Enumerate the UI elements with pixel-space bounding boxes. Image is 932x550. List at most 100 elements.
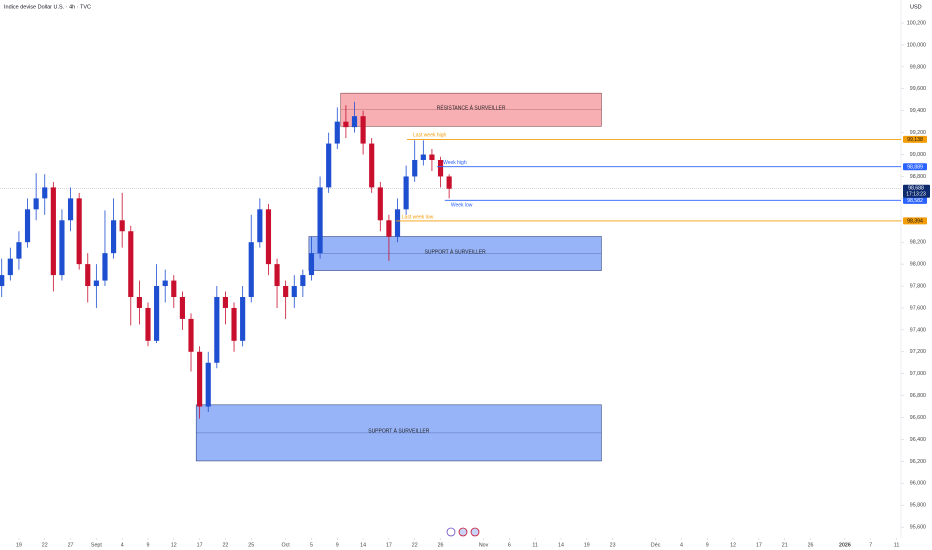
x-tick-label: 22 (222, 542, 228, 548)
y-tick-label: 97,200 (910, 349, 926, 355)
event-icon[interactable] (446, 527, 456, 537)
y-tick-label: 98,800 (910, 174, 926, 180)
y-tick-label: 97,800 (910, 283, 926, 289)
candle-body (110, 220, 117, 254)
level-tag-label: 98,582 (907, 198, 923, 204)
candle-body (188, 318, 194, 352)
candle-body (300, 275, 306, 287)
x-tick-label: 6 (508, 542, 511, 548)
y-tick-label: 99,200 (910, 130, 926, 136)
x-tick-label: 21 (782, 542, 788, 548)
candle-body (283, 286, 289, 297)
candle-body (265, 209, 272, 265)
zone-label: SUPPORT À SURVEILLER (425, 248, 487, 255)
x-tick-label: 22 (412, 542, 418, 548)
level-tag-label: 98,889 (907, 164, 923, 170)
candle-body (326, 143, 332, 188)
candle-body (171, 280, 177, 297)
y-tick-label: 100,200 (907, 20, 926, 26)
x-tick-label: 12 (171, 542, 177, 548)
x-tick-label: 9 (147, 542, 150, 548)
event-icon[interactable] (458, 527, 468, 537)
candle-body (59, 220, 65, 276)
candle-body (16, 242, 22, 259)
event-icons (446, 527, 480, 537)
y-tick-label: 99,000 (910, 152, 926, 158)
candle-body (437, 160, 444, 177)
y-tick-label: 99,400 (910, 108, 926, 114)
level-tag (903, 135, 927, 143)
x-tick-label: Nov (479, 542, 489, 548)
x-tick-label: 11 (532, 542, 538, 548)
candle-body (102, 253, 108, 281)
y-tick-label: 99,800 (910, 64, 926, 70)
zone-label: SUPPORT À SURVEILLER (368, 428, 430, 435)
candle-body (136, 296, 142, 308)
level-tag (903, 163, 927, 171)
candle-body (308, 253, 315, 276)
x-tick-label: 5 (310, 542, 313, 548)
level-label: Week high (443, 160, 467, 166)
level-label: Last week low (402, 214, 434, 220)
candle-body (403, 176, 409, 210)
candle-body (179, 296, 185, 319)
candle-body (369, 143, 375, 188)
level-label: Week low (451, 203, 473, 209)
y-tick-label: 96,600 (910, 415, 926, 421)
countdown-label: 17:13:23 (906, 192, 926, 198)
candle-body (76, 198, 82, 265)
x-tick-label: 14 (558, 542, 564, 548)
candle-body (334, 121, 340, 144)
y-tick-label: 95,800 (910, 503, 926, 509)
candle-body (205, 362, 211, 407)
y-tick-label: 96,000 (910, 481, 926, 487)
candle-body (128, 231, 134, 297)
chart-title: Indice devise Dollar U.S. · 4h · TVC (4, 4, 91, 10)
x-tick-label: 9 (706, 542, 709, 548)
candle-body (222, 296, 229, 308)
y-tick-label: 97,000 (910, 371, 926, 377)
x-tick-label: Oct (282, 542, 291, 548)
x-tick-label: 23 (610, 542, 616, 548)
candle-body (231, 307, 237, 341)
x-tick-label: 17 (386, 542, 392, 548)
candle-body (67, 198, 74, 221)
candle-body (377, 187, 383, 221)
y-tick-label: 98,000 (910, 262, 926, 268)
candle-body (394, 209, 401, 237)
x-tick-label: 19 (16, 542, 22, 548)
level-tag (903, 196, 927, 204)
candle-body (386, 220, 392, 237)
candle-body (85, 264, 91, 287)
level-tag-label: 98,394 (907, 219, 923, 225)
y-tick-label: 100,000 (907, 42, 926, 48)
candle-body (240, 296, 246, 341)
y-tick-label: 97,400 (910, 327, 926, 333)
candle-body (351, 116, 358, 128)
candle-body (446, 176, 452, 189)
x-tick-label: 12 (730, 542, 736, 548)
x-tick-label: 4 (680, 542, 683, 548)
candle-body (42, 187, 48, 199)
candle-body (162, 280, 168, 287)
x-tick-label: 7 (869, 542, 872, 548)
candle-body (33, 198, 39, 210)
event-icon[interactable] (470, 527, 480, 537)
x-tick-label: 26 (438, 542, 444, 548)
candle-body (154, 286, 160, 341)
candle-body (145, 307, 151, 341)
x-tick-label: 25 (248, 542, 254, 548)
candle-body (0, 275, 5, 287)
candle-body (197, 351, 203, 407)
x-tick-label: 9 (336, 542, 339, 548)
price-tag (903, 184, 930, 198)
candle-body (412, 160, 418, 177)
candle-body (429, 154, 435, 161)
candle-body (7, 258, 13, 276)
candle-body (291, 286, 297, 297)
x-tick-label: 2026 (839, 542, 851, 548)
level-tag-label: 99,138 (907, 137, 923, 143)
candle-body (257, 209, 263, 243)
zone-label: RÉSISTANCE À SURVEILLER (437, 105, 506, 112)
